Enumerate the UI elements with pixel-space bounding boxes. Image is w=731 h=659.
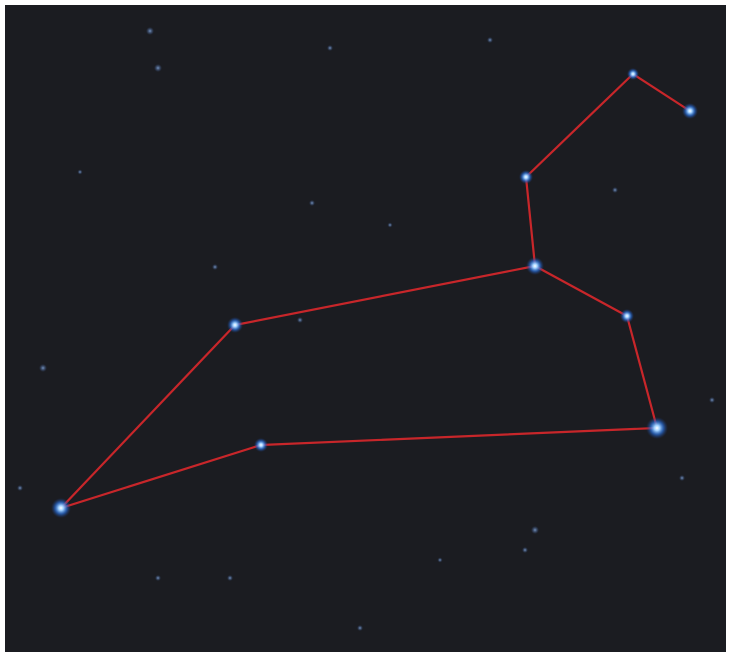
faint-star <box>146 27 154 35</box>
faint-star <box>17 485 23 491</box>
star <box>620 309 634 323</box>
faint-star <box>78 170 83 175</box>
faint-star <box>487 37 493 43</box>
sky <box>5 5 726 652</box>
page <box>0 0 731 659</box>
faint-star <box>154 64 162 72</box>
star <box>682 103 698 119</box>
faint-star <box>388 223 393 228</box>
faint-star <box>522 547 528 553</box>
faint-star <box>227 575 233 581</box>
faint-star <box>679 475 685 481</box>
faint-star <box>327 45 333 51</box>
star <box>254 438 268 452</box>
faint-star <box>357 625 363 631</box>
photo <box>0 0 731 659</box>
faint-star <box>155 575 161 581</box>
faint-star <box>531 526 539 534</box>
faint-star <box>612 187 618 193</box>
star <box>627 68 639 80</box>
star <box>227 317 243 333</box>
faint-star <box>438 558 443 563</box>
faint-star <box>297 317 303 323</box>
star <box>51 498 71 518</box>
faint-star <box>212 264 218 270</box>
faint-star <box>709 397 715 403</box>
faint-star <box>309 200 315 206</box>
star <box>646 417 668 439</box>
faint-star <box>39 364 47 372</box>
star <box>519 170 533 184</box>
star <box>526 257 544 275</box>
